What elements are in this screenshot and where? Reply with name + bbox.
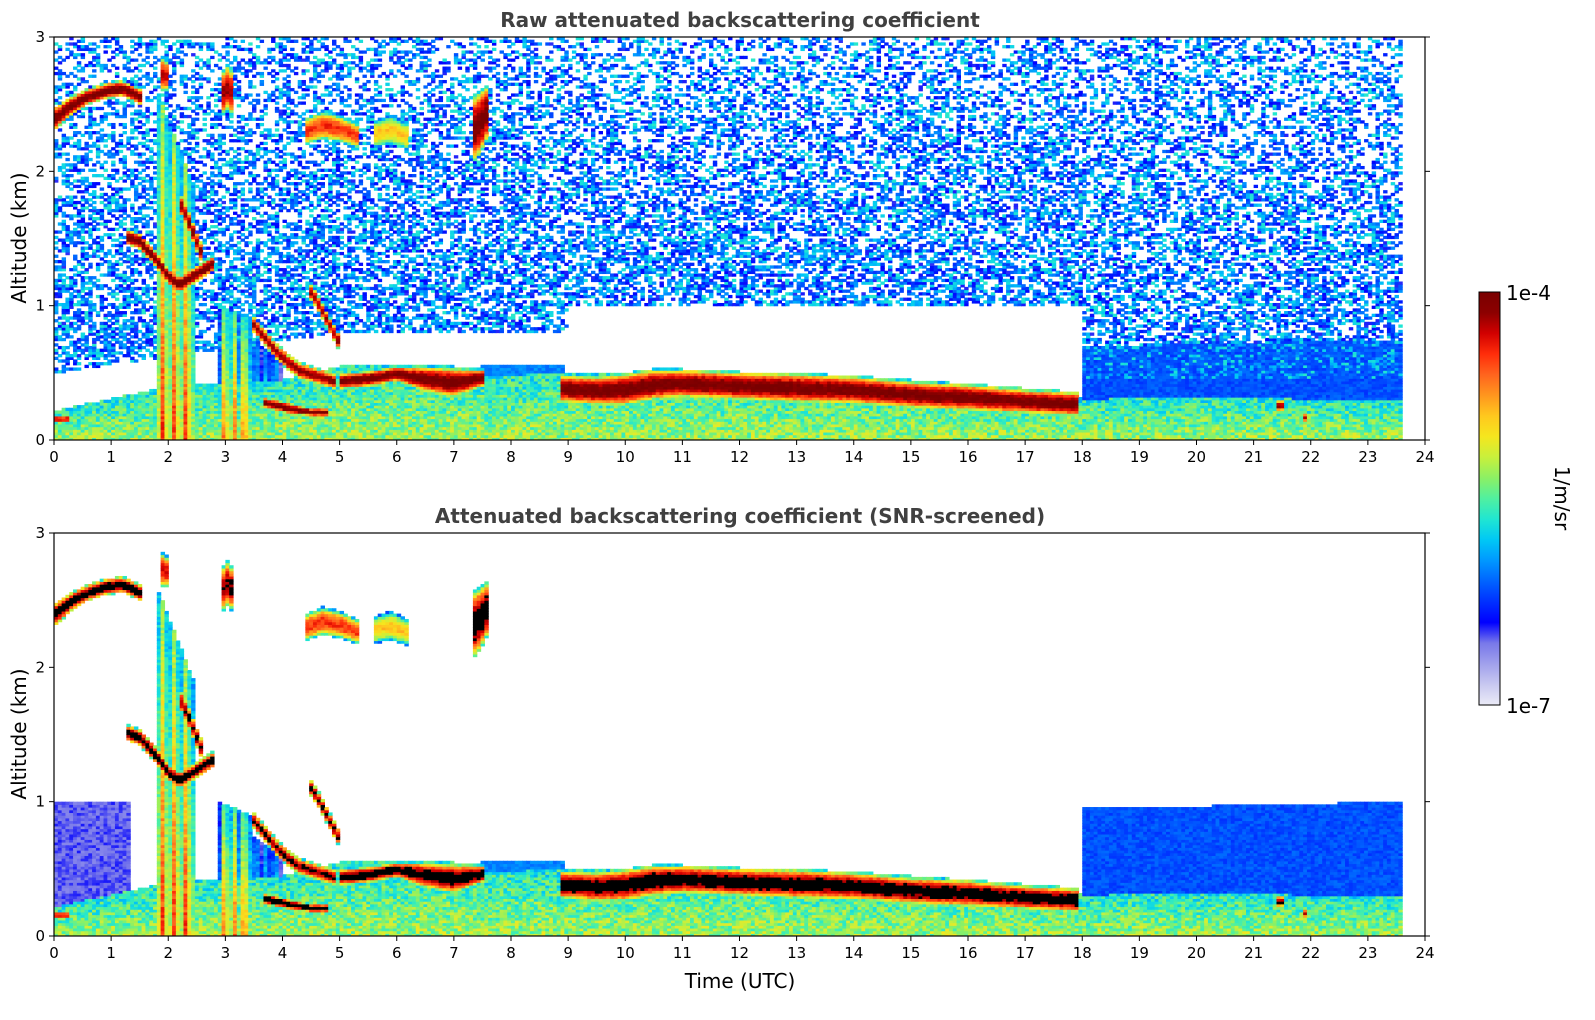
panel-title: Raw attenuated backscattering coefficien… (500, 8, 980, 32)
raw-backscatter-panel: Raw attenuated backscattering coefficien… (7, 8, 1435, 466)
figure: Raw attenuated backscattering coefficien… (0, 0, 1595, 1020)
